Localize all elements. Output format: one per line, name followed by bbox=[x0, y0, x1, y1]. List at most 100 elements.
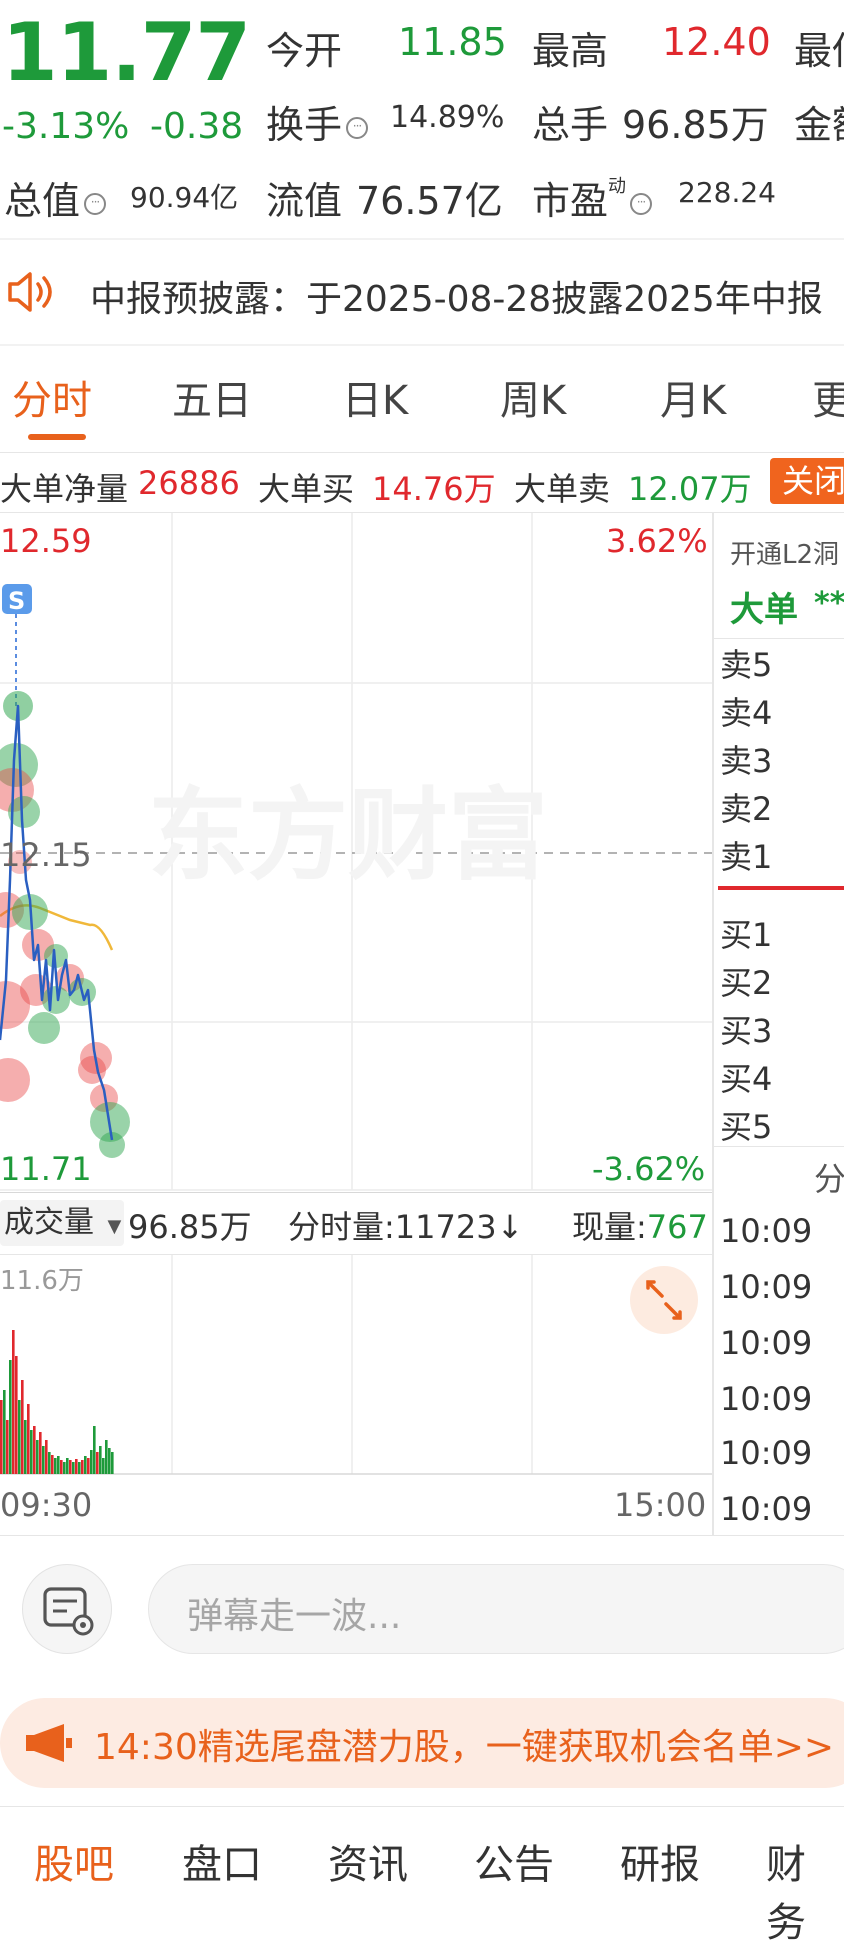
big-sell-label: 大单卖 bbox=[514, 470, 611, 508]
volume-chart bbox=[0, 1255, 712, 1475]
low-label: 最低 bbox=[794, 29, 844, 73]
tab-active-underline bbox=[28, 434, 86, 440]
turnover-label-text: 换手 bbox=[266, 103, 343, 147]
expand-icon bbox=[646, 1280, 682, 1320]
tab-more[interactable]: 更 bbox=[812, 378, 844, 424]
tab-five-day[interactable]: 五日 bbox=[172, 378, 252, 424]
big-sell-value: 12.07万 bbox=[628, 470, 752, 508]
tab-intraday[interactable]: 分时 bbox=[12, 378, 92, 424]
minute-volume-label: 分时量: bbox=[288, 1208, 395, 1246]
mcap-label-text: 总值 bbox=[4, 179, 81, 223]
volume-selector-label: 成交量 bbox=[4, 1205, 94, 1240]
nav-announcement[interactable]: 公告 bbox=[474, 1842, 554, 1888]
pe-sup: 动 bbox=[608, 176, 627, 197]
expand-button[interactable] bbox=[630, 1266, 698, 1334]
open-value: 11.85 bbox=[398, 20, 507, 64]
buy-1: 买1 bbox=[720, 916, 773, 954]
megaphone-icon bbox=[26, 1724, 72, 1762]
volume-selector[interactable]: 成交量 ▼ bbox=[0, 1200, 124, 1246]
orderbook-big-label: 大单 bbox=[730, 590, 798, 630]
pe-value: 228.24 bbox=[678, 176, 776, 209]
notice-text[interactable]: 中报预披露：于2025-08-28披露2025年中报 bbox=[90, 279, 823, 320]
tick-time: 10:09 bbox=[720, 1380, 813, 1418]
high-label: 最高 bbox=[532, 29, 609, 73]
danmaku-input-placeholder: 弹幕走一波... bbox=[187, 1596, 402, 1637]
big-buy-value: 14.76万 bbox=[372, 470, 496, 508]
volume-label: 总手 bbox=[532, 103, 609, 147]
change-amount: -0.38 bbox=[150, 106, 244, 147]
high-value: 12.40 bbox=[662, 20, 771, 64]
time-end: 15:00 bbox=[614, 1486, 707, 1524]
big-net-value: 26886 bbox=[138, 464, 240, 502]
sell-3: 卖3 bbox=[720, 742, 773, 780]
speaker-icon bbox=[6, 270, 60, 314]
nav-guba[interactable]: 股吧 bbox=[34, 1842, 114, 1888]
big-buy-label: 大单买 bbox=[258, 470, 355, 508]
minute-volume-value: 11723↓ bbox=[394, 1208, 524, 1246]
danmaku-settings-button[interactable] bbox=[22, 1564, 112, 1654]
time-start: 09:30 bbox=[0, 1486, 93, 1524]
pe-label: 市盈动··· bbox=[532, 170, 653, 225]
nav-finance[interactable]: 财务 bbox=[766, 1842, 806, 1946]
tab-weekly-k[interactable]: 周K bbox=[500, 378, 567, 424]
buy-2: 买2 bbox=[720, 964, 773, 1002]
volume-bars bbox=[0, 1330, 114, 1474]
promo-banner[interactable]: 14:30精选尾盘潜力股，一键获取机会名单>> bbox=[0, 1698, 844, 1788]
chart-grid bbox=[0, 513, 712, 1191]
now-volume-label: 现量: bbox=[572, 1208, 647, 1246]
float-value: 76.57亿 bbox=[356, 179, 503, 223]
info-icon[interactable]: ··· bbox=[84, 193, 107, 215]
volume-max-label: 11.6万 bbox=[0, 1266, 84, 1296]
big-net-label: 大单净量 bbox=[0, 470, 129, 508]
chart-top-pct: 3.62% bbox=[606, 522, 708, 560]
sell-5: 卖5 bbox=[720, 646, 773, 684]
tab-daily-k[interactable]: 日K bbox=[342, 378, 409, 424]
volume-total: 96.85万 bbox=[128, 1208, 252, 1246]
pe-label-text: 市盈 bbox=[532, 179, 609, 223]
amount-label: 金额 bbox=[794, 103, 844, 147]
turnover-value: 14.89% bbox=[390, 100, 505, 135]
nav-pankou[interactable]: 盘口 bbox=[182, 1842, 262, 1888]
mcap-label: 总值 ··· bbox=[4, 170, 107, 225]
nav-research[interactable]: 研报 bbox=[620, 1842, 700, 1888]
close-big-orders-button[interactable]: 关闭 bbox=[770, 458, 844, 504]
tick-time: 10:09 bbox=[720, 1434, 813, 1472]
now-volume: 现量:767 bbox=[572, 1202, 708, 1248]
orderbook-panel-border bbox=[712, 513, 714, 1535]
ticks-header[interactable]: 分 bbox=[814, 1160, 844, 1198]
tab-monthly-k[interactable]: 月K bbox=[660, 378, 727, 424]
dropdown-icon: ▼ bbox=[107, 1216, 122, 1237]
tick-time: 10:09 bbox=[720, 1324, 813, 1362]
chart-top-price: 12.59 bbox=[0, 522, 92, 560]
s-marker-label: S bbox=[8, 587, 25, 615]
orderbook-big-value: ** bbox=[814, 586, 844, 621]
tick-time: 10:09 bbox=[720, 1490, 813, 1528]
chart-mid-price: 12.15 bbox=[0, 836, 92, 874]
float-label: 流值 bbox=[266, 179, 343, 223]
tick-time: 10:09 bbox=[720, 1268, 813, 1306]
buy-3: 买3 bbox=[720, 1012, 773, 1050]
l2-upgrade-label[interactable]: 开通L2洞 bbox=[730, 540, 840, 570]
orderbook-price-divider bbox=[718, 886, 844, 890]
promo-text: 14:30精选尾盘潜力股，一键获取机会名单>> bbox=[94, 1727, 835, 1768]
intraday-chart[interactable]: 东方财富 S bbox=[0, 513, 712, 1193]
minute-volume: 分时量:11723↓ bbox=[288, 1202, 523, 1248]
buy-4: 买4 bbox=[720, 1060, 773, 1098]
buy-5: 买5 bbox=[720, 1108, 773, 1146]
nav-news[interactable]: 资讯 bbox=[328, 1842, 408, 1888]
change-percent: -3.13% bbox=[2, 106, 130, 147]
turnover-label: 换手 ··· bbox=[266, 94, 369, 149]
sell-1: 卖1 bbox=[720, 838, 773, 876]
danmaku-input[interactable]: 弹幕走一波... bbox=[148, 1564, 844, 1654]
info-icon[interactable]: ··· bbox=[346, 117, 369, 139]
chart-bottom-pct: -3.62% bbox=[592, 1150, 706, 1188]
chart-bottom-price: 11.71 bbox=[0, 1150, 92, 1188]
info-icon[interactable]: ··· bbox=[630, 193, 653, 215]
mcap-value: 90.94亿 bbox=[130, 181, 239, 214]
danmaku-settings-icon bbox=[43, 1587, 94, 1636]
current-price: 11.77 bbox=[2, 6, 251, 99]
s-marker-box[interactable] bbox=[2, 584, 32, 614]
now-volume-value: 767 bbox=[646, 1208, 708, 1246]
open-label: 今开 bbox=[266, 29, 343, 73]
price-line bbox=[0, 704, 114, 1141]
